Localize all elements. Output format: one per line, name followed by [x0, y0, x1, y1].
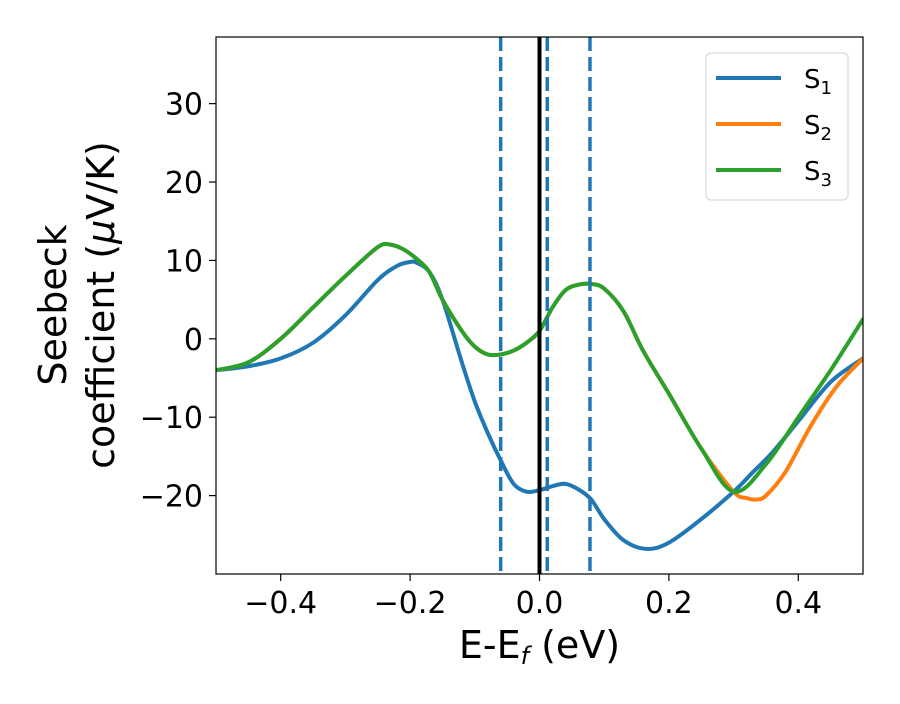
- x-tick-label: 0.0: [516, 586, 564, 621]
- legend-label-s1: S1: [804, 65, 832, 99]
- y-tick-label: −20: [140, 480, 203, 515]
- x-ticks: −0.4 −0.2 0.0 0.2 0.4: [244, 574, 822, 621]
- legend-label-s2: S2: [804, 111, 832, 145]
- y-tick-label: 20: [165, 166, 203, 201]
- legend-frame: [705, 52, 849, 201]
- y-tick-label: 30: [165, 88, 203, 123]
- legend: S1 S2 S3: [705, 52, 849, 201]
- y-tick-label: 0: [184, 323, 203, 358]
- y-ticks: −20 −10 0 10 20 30: [140, 88, 216, 515]
- y-axis-label-line1: Seebeck: [31, 224, 75, 385]
- vline-layer: [498, 37, 592, 574]
- y-axis-label-line2: coefficient (μV/K): [79, 141, 123, 469]
- y-tick-label: 10: [165, 244, 203, 279]
- legend-label-s3: S3: [804, 157, 832, 191]
- x-axis-label: E-Ef (eV): [459, 623, 620, 670]
- x-tick-label: 0.2: [645, 586, 693, 621]
- x-tick-label: 0.4: [774, 586, 822, 621]
- series-line-s1: [216, 259, 863, 551]
- x-tick-label: −0.2: [374, 586, 447, 621]
- series-line-s3: [216, 241, 863, 494]
- x-tick-label: −0.4: [244, 586, 317, 621]
- y-tick-label: −10: [140, 401, 203, 436]
